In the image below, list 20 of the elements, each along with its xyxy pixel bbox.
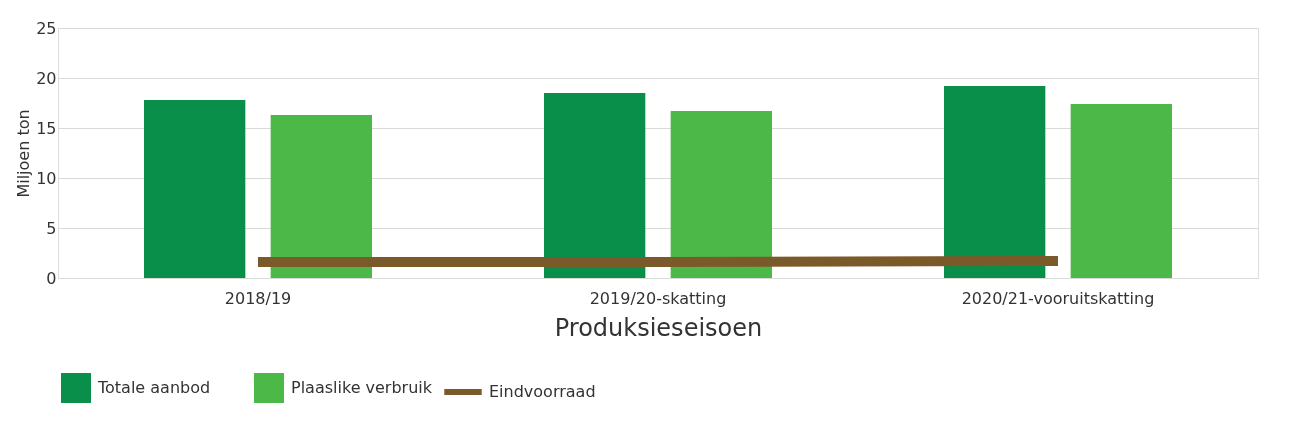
x-tick-label: 2019/20-skatting [589, 288, 727, 308]
x-tick-label: 2020/21-vooruitskatting [961, 288, 1155, 308]
bar [1070, 104, 1172, 278]
bar [670, 111, 772, 278]
bar [944, 86, 1046, 278]
legend-label: Eindvoorraad [489, 382, 596, 401]
y-axis-title: Miljoen ton [14, 109, 34, 198]
legend-label: Plaaslike verbruik [291, 378, 433, 397]
y-tick-label: 5 [46, 218, 57, 238]
x-axis-title: Produksieseisoen [554, 313, 763, 342]
bar [544, 93, 646, 278]
y-tick-label: 15 [36, 118, 57, 138]
y-tick-label: 25 [36, 18, 57, 38]
legend-label: Totale aanbod [97, 378, 211, 397]
y-tick-label: 0 [46, 268, 57, 288]
x-tick-label: 2018/19 [224, 288, 292, 308]
y-tick-label: 20 [36, 68, 57, 88]
bar [270, 115, 372, 278]
y-tick-label: 10 [36, 168, 57, 188]
bar [144, 100, 246, 278]
